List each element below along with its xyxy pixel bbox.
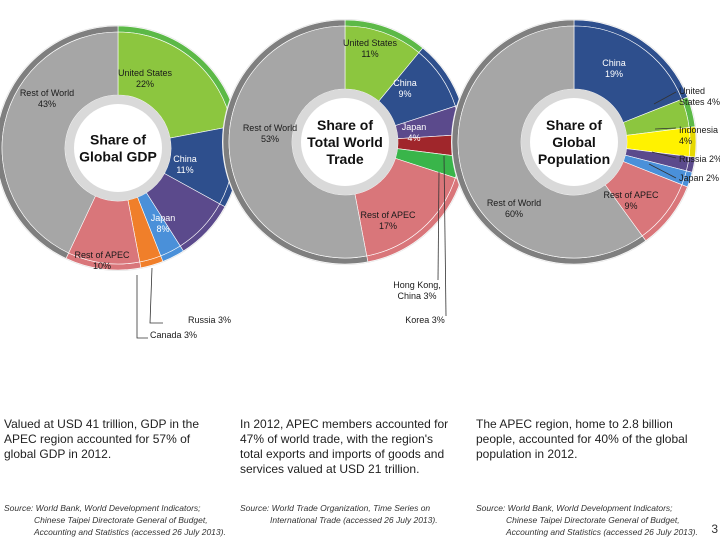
source-trade: Source: World Trade Organization, Time S… [240, 502, 465, 526]
data-label-gdp-rest-of-world: Rest of World 43% [20, 88, 74, 109]
leader-line-gdp-canada [136, 275, 148, 339]
data-label-population-rest-of-apec: Rest of APEC 9% [603, 190, 659, 211]
data-label-trade-rest-of-world: Rest of World 53% [243, 123, 297, 144]
data-label-population-united-states: United States 4% [679, 86, 720, 107]
data-label-gdp-russia: Russia 3% [188, 315, 231, 325]
center-disc-trade [301, 98, 389, 186]
source-gdp-line3: Accounting and Statistics (accessed 26 J… [34, 527, 226, 537]
data-label-trade-hong-kong-china: Hong Kong, China 3% [393, 280, 441, 301]
data-label-trade-rest-of-apec: Rest of APEC 17% [360, 210, 416, 231]
data-label-trade-japan: Japan 4% [402, 122, 427, 143]
center-disc-gdp [74, 104, 162, 192]
page-number: 3 [711, 522, 718, 536]
data-label-trade-china: China 9% [393, 78, 417, 99]
source-trade-line1: Source: World Trade Organization, Time S… [240, 503, 431, 513]
chart-title-gdp: Global GDP [79, 149, 157, 165]
data-label-gdp-canada: Canada 3% [150, 330, 197, 340]
data-label-population-russia: Russia 2% [679, 154, 720, 164]
source-population-line1: Source: World Bank, World Development In… [476, 503, 673, 513]
leader-line-population-russia [651, 151, 677, 159]
chart-title-population: Share of [546, 117, 602, 133]
data-label-gdp-japan: Japan 8% [151, 213, 176, 234]
caption-gdp: Valued at USD 41 trillion, GDP in the AP… [4, 417, 199, 461]
data-label-gdp-united-states: United States 22% [118, 68, 173, 89]
chart-title-population: Population [538, 151, 610, 167]
leader-line-population-indonesia [654, 127, 677, 130]
caption-trade: In 2012, APEC members accounted for 47% … [240, 417, 449, 476]
data-label-trade-korea: Korea 3% [405, 315, 445, 325]
source-trade-line2: International Trade (accessed 26 July 20… [270, 515, 438, 525]
source-population-line3: Accounting and Statistics (accessed 26 J… [506, 527, 698, 537]
data-label-population-japan: Japan 2% [679, 173, 719, 183]
source-gdp-line1: Source: World Bank, World Development In… [4, 503, 201, 513]
leader-line-trade-korea [443, 155, 447, 317]
chart-title-population: Global [552, 134, 596, 150]
source-population: Source: World Bank, World Development In… [476, 502, 701, 538]
leader-line-population-japan [648, 163, 677, 179]
data-label-gdp-china: China 11% [173, 154, 197, 175]
data-label-population-indonesia: Indonesia 4% [679, 125, 718, 146]
caption-population: The APEC region, home to 2.8 billion peo… [476, 417, 688, 461]
chart-title-gdp: Share of [90, 132, 146, 148]
source-population-line2: Chinese Taipei Directorate General of Bu… [506, 515, 680, 525]
leader-line-gdp-russia [149, 267, 163, 324]
source-gdp-line2: Chinese Taipei Directorate General of Bu… [34, 515, 208, 525]
data-label-population-china: China 19% [602, 58, 626, 79]
leader-line-population-united-states [653, 91, 677, 105]
chart-title-trade: Trade [326, 151, 364, 167]
center-disc-population [530, 98, 618, 186]
chart-title-trade: Total World [307, 134, 383, 150]
data-label-population-rest-of-world: Rest of World 60% [487, 198, 541, 219]
source-gdp: Source: World Bank, World Development In… [4, 502, 229, 538]
data-label-trade-united-states: United States 11% [343, 38, 398, 59]
leader-line-trade-hong-kong-china [437, 171, 440, 281]
data-label-gdp-rest-of-apec: Rest of APEC 10% [74, 250, 130, 271]
chart-title-trade: Share of [317, 117, 373, 133]
